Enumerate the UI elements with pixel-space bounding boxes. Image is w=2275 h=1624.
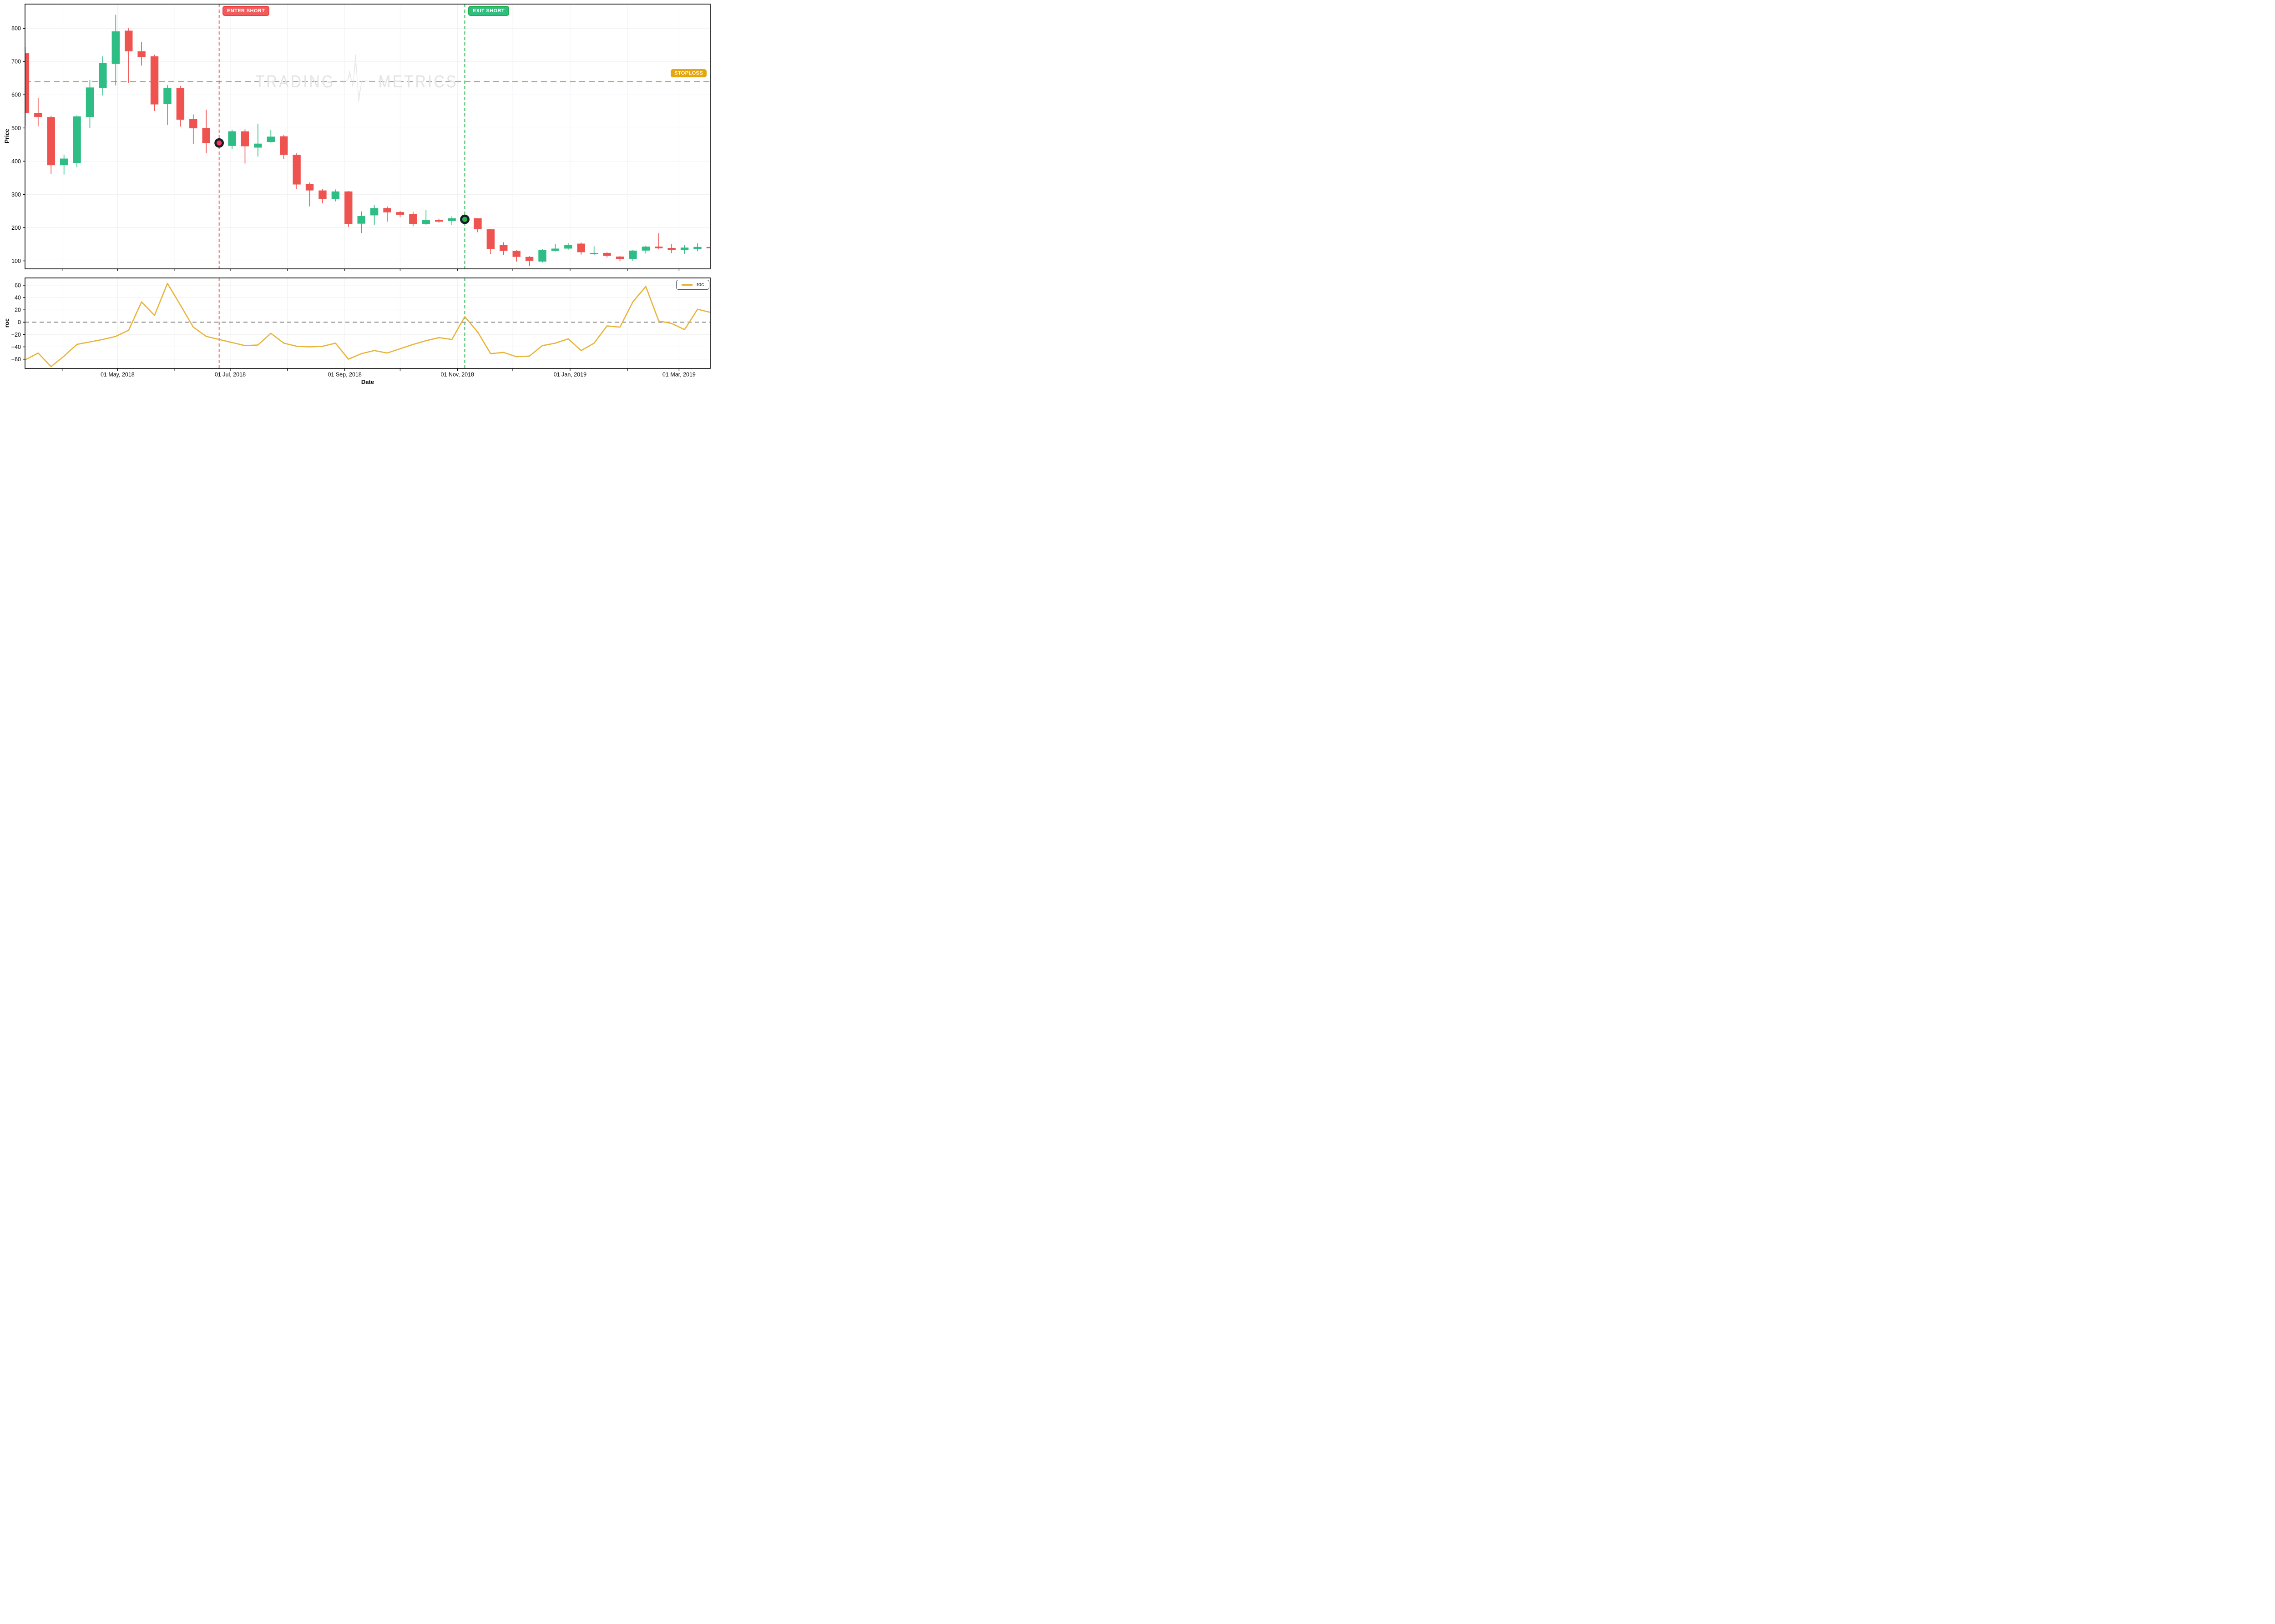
candle-body xyxy=(254,143,262,148)
candle-body xyxy=(448,218,456,221)
y-tick-label: 800 xyxy=(11,25,21,32)
chart-canvas: 8007006005004003002001006040200−20−40−60… xyxy=(11,4,711,378)
candle-body xyxy=(293,155,301,185)
candle-body xyxy=(693,247,702,249)
legend-label: roc xyxy=(697,282,704,287)
candle-body xyxy=(474,218,482,230)
candle-body xyxy=(564,245,572,249)
candle-body xyxy=(163,88,172,104)
enter-short-badge: ENTER SHORT xyxy=(222,6,270,16)
candle-body xyxy=(706,247,710,248)
candle-body xyxy=(396,212,404,215)
candle-body xyxy=(435,220,443,222)
candle-body xyxy=(603,252,611,256)
y-tick-label: 300 xyxy=(11,192,21,198)
candle-body xyxy=(538,250,546,262)
candle-body xyxy=(99,63,107,88)
price-axis-title: Price xyxy=(3,129,10,143)
exit-marker xyxy=(460,214,470,224)
candle-body xyxy=(228,131,236,146)
exit-short-badge: EXIT SHORT xyxy=(468,6,510,16)
candle-body xyxy=(202,128,210,143)
y-tick-label: 700 xyxy=(11,59,21,65)
candle-body xyxy=(280,136,288,155)
candle-body xyxy=(25,53,30,113)
legend-line-swatch xyxy=(682,284,693,286)
date-axis-title: Date xyxy=(361,378,374,385)
candle-body xyxy=(150,56,159,105)
candle-body xyxy=(73,116,81,163)
candle-body xyxy=(655,247,663,248)
y-tick-label: 200 xyxy=(11,225,21,231)
enter-marker xyxy=(214,138,224,148)
roc-panel xyxy=(25,278,710,368)
roc-axis-title: roc xyxy=(3,318,10,328)
candle-body xyxy=(629,250,637,259)
candle-body xyxy=(577,243,585,252)
y-tick-label: 500 xyxy=(11,125,21,131)
candle-body xyxy=(486,229,495,249)
candle-body xyxy=(111,31,120,64)
trading-chart-figure: 800 700 600 500 400 300 200 100 60 40 20 0 −20 −40 −60… xyxy=(0,0,713,388)
candle-body xyxy=(34,113,42,117)
y-tick-label: 100 xyxy=(11,258,21,264)
y-tick-label: 0 xyxy=(18,319,21,326)
candle-body xyxy=(500,245,508,251)
y-tick-label: −60 xyxy=(11,356,21,363)
stoploss-badge: STOPLOSS xyxy=(671,69,707,77)
candle-body xyxy=(370,208,379,216)
candle-body xyxy=(60,158,68,166)
x-tick-label: 01 Nov, 2018 xyxy=(441,372,474,378)
candle-body xyxy=(551,248,560,251)
x-tick-label: 01 Sep, 2018 xyxy=(328,372,361,378)
candle-body xyxy=(47,117,55,166)
y-tick-label: −20 xyxy=(11,332,21,338)
candle-body xyxy=(331,191,340,199)
candle-body xyxy=(590,252,598,254)
candle-body xyxy=(422,220,430,224)
candle-body xyxy=(318,190,327,199)
candle-body xyxy=(409,214,417,224)
y-tick-label: 600 xyxy=(11,92,21,98)
candle-body xyxy=(512,251,521,257)
candle-body xyxy=(667,247,676,250)
x-tick-label: 01 Jul, 2018 xyxy=(215,372,246,378)
candle-body xyxy=(344,191,353,224)
candle-body xyxy=(137,51,146,57)
candle-body xyxy=(525,257,534,261)
candle-body xyxy=(125,30,133,51)
x-tick-label: 01 Mar, 2019 xyxy=(662,372,696,378)
candle-body xyxy=(616,256,624,259)
candle-body xyxy=(189,119,197,129)
x-tick-label: 01 May, 2018 xyxy=(101,372,135,378)
y-tick-label: 60 xyxy=(15,282,21,288)
roc-series-line xyxy=(25,282,710,368)
y-tick-label: 20 xyxy=(15,307,21,313)
price-panel xyxy=(25,4,710,269)
candle-body xyxy=(241,131,249,146)
y-tick-label: 400 xyxy=(11,158,21,165)
legend[interactable]: roc xyxy=(676,280,709,290)
y-tick-label: 40 xyxy=(15,294,21,301)
candle-body xyxy=(383,208,391,212)
y-tick-label: −40 xyxy=(11,344,21,350)
candle-body xyxy=(680,247,689,250)
candle-body xyxy=(305,184,314,191)
x-tick-label: 01 Jan, 2019 xyxy=(554,372,586,378)
candle-body xyxy=(267,136,275,142)
candle-body xyxy=(176,88,185,120)
candle-body xyxy=(357,216,365,224)
panel-border xyxy=(25,277,711,369)
panel-border xyxy=(25,4,711,269)
candle-body xyxy=(86,87,94,117)
candle-body xyxy=(642,247,650,251)
